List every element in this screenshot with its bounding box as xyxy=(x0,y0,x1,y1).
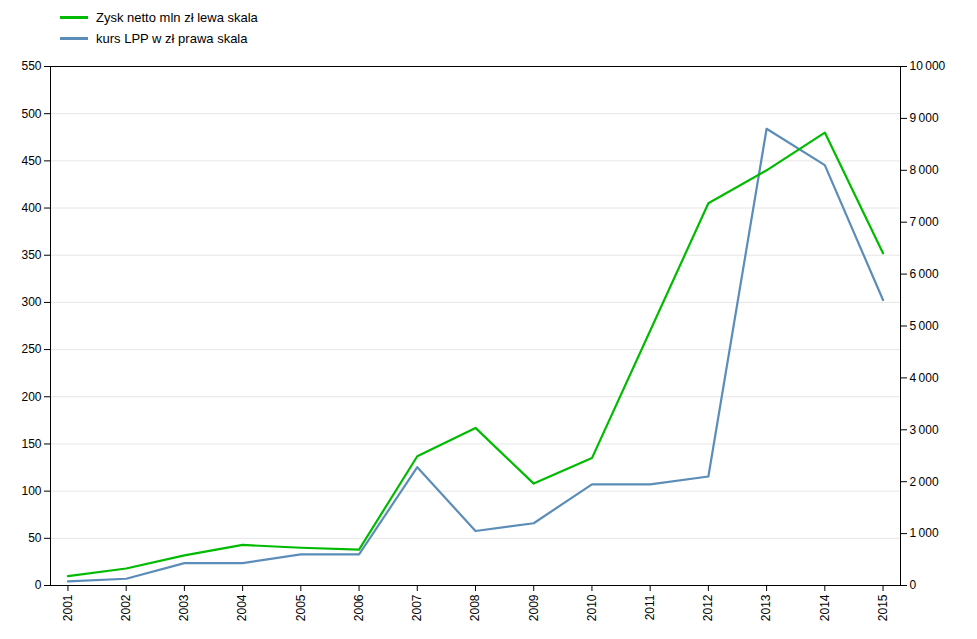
svg-text:0: 0 xyxy=(35,578,42,592)
svg-text:150: 150 xyxy=(21,437,41,451)
svg-text:400: 400 xyxy=(21,201,41,215)
svg-text:500: 500 xyxy=(21,107,41,121)
svg-text:2014: 2014 xyxy=(818,594,832,621)
svg-text:2007: 2007 xyxy=(410,594,424,621)
svg-text:2010: 2010 xyxy=(585,594,599,621)
svg-text:200: 200 xyxy=(21,390,41,404)
svg-text:4 000: 4 000 xyxy=(910,371,939,385)
svg-text:350: 350 xyxy=(21,248,41,262)
svg-text:250: 250 xyxy=(21,342,41,356)
svg-text:2008: 2008 xyxy=(468,594,482,621)
svg-text:5 000: 5 000 xyxy=(910,319,939,333)
svg-text:7 000: 7 000 xyxy=(910,215,939,229)
html-text:kurs LPP w zł prawa skala: kurs LPP w zł prawa skala xyxy=(96,31,248,46)
html-text:Zysk netto mln zł lewa skala: Zysk netto mln zł lewa skala xyxy=(96,10,258,25)
svg-text:2009: 2009 xyxy=(527,594,541,621)
svg-text:2 000: 2 000 xyxy=(910,475,939,489)
svg-text:2005: 2005 xyxy=(294,594,308,621)
svg-text:1 000: 1 000 xyxy=(910,526,939,540)
svg-text:9 000: 9 000 xyxy=(910,111,939,125)
svg-text:2012: 2012 xyxy=(701,594,715,621)
svg-text:2003: 2003 xyxy=(177,594,191,621)
svg-text:10 000: 10 000 xyxy=(910,59,946,73)
svg-text:50: 50 xyxy=(28,531,42,545)
svg-text:2006: 2006 xyxy=(352,594,366,621)
svg-text:300: 300 xyxy=(21,295,41,309)
svg-text:2001: 2001 xyxy=(61,594,75,621)
svg-text:2004: 2004 xyxy=(235,594,249,621)
svg-text:100: 100 xyxy=(21,484,41,498)
svg-text:550: 550 xyxy=(21,59,41,73)
svg-text:8 000: 8 000 xyxy=(910,163,939,177)
svg-text:0: 0 xyxy=(910,578,917,592)
svg-text:6 000: 6 000 xyxy=(910,267,939,281)
svg-text:2002: 2002 xyxy=(119,594,133,621)
svg-text:450: 450 xyxy=(21,154,41,168)
svg-text:2011: 2011 xyxy=(643,594,657,620)
svg-text:3 000: 3 000 xyxy=(910,423,939,437)
svg-text:2013: 2013 xyxy=(759,594,773,621)
svg-text:2015: 2015 xyxy=(876,594,890,621)
